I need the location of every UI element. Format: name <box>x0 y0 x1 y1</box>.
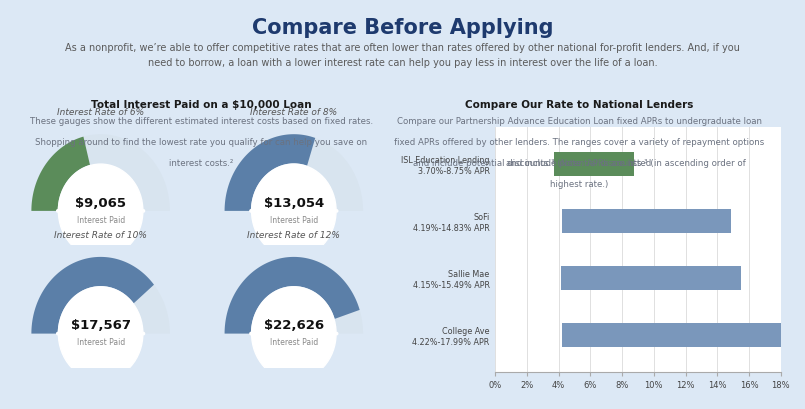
Bar <box>562 323 781 347</box>
Text: highest rate.): highest rate.) <box>551 180 609 189</box>
Text: $17,567: $17,567 <box>71 319 130 333</box>
Polygon shape <box>225 257 360 334</box>
Text: need to borrow, a loan with a lower interest rate can help you pay less in inter: need to borrow, a loan with a lower inte… <box>147 58 658 68</box>
Polygon shape <box>31 257 170 334</box>
Circle shape <box>59 164 142 258</box>
Text: Interest Paid: Interest Paid <box>76 216 125 225</box>
Text: Interest Rate of 6%: Interest Rate of 6% <box>57 108 144 117</box>
Text: Compare Our Rate to National Lenders: Compare Our Rate to National Lenders <box>465 100 694 110</box>
Circle shape <box>142 333 145 335</box>
Text: Shopping around to find the lowest rate you qualify for can help you save on: Shopping around to find the lowest rate … <box>35 138 367 147</box>
Polygon shape <box>225 257 363 334</box>
Bar <box>561 266 741 290</box>
Text: $13,054: $13,054 <box>264 197 324 210</box>
Text: interest costs.²: interest costs.² <box>169 159 233 168</box>
Text: and include potential discounts.³ (: and include potential discounts.³ ( <box>506 159 654 168</box>
Circle shape <box>336 333 338 335</box>
Text: and include potential discounts.³ (​Note: APRs are listed in ascending order of: and include potential discounts.³ (​Note… <box>413 159 746 168</box>
Text: Interest Paid: Interest Paid <box>270 216 318 225</box>
Text: Interest Rate of 10%: Interest Rate of 10% <box>54 231 147 240</box>
Circle shape <box>252 164 336 258</box>
Polygon shape <box>225 134 316 211</box>
Circle shape <box>142 210 145 212</box>
Text: Interest Paid: Interest Paid <box>76 338 125 347</box>
Polygon shape <box>31 134 170 211</box>
Text: fixed APRs offered by other lenders. The ranges cover a variety of repayment opt: fixed APRs offered by other lenders. The… <box>394 138 765 147</box>
Circle shape <box>56 210 59 212</box>
Text: These gauges show the different estimated interest costs based on fixed rates.: These gauges show the different estimate… <box>30 117 373 126</box>
Bar <box>554 152 634 176</box>
Polygon shape <box>225 134 363 211</box>
Text: Interest Rate of 12%: Interest Rate of 12% <box>247 231 341 240</box>
Text: $9,065: $9,065 <box>75 197 126 210</box>
Circle shape <box>250 210 252 212</box>
Text: Interest Paid: Interest Paid <box>270 338 318 347</box>
Circle shape <box>336 210 338 212</box>
Bar <box>562 209 730 233</box>
Polygon shape <box>31 137 90 211</box>
Text: Interest Rate of 8%: Interest Rate of 8% <box>250 108 337 117</box>
Circle shape <box>56 333 59 335</box>
Text: Total Interest Paid on a $10,000 Loan: Total Interest Paid on a $10,000 Loan <box>91 100 312 110</box>
Circle shape <box>59 287 142 380</box>
Circle shape <box>250 333 252 335</box>
Text: Compare Before Applying: Compare Before Applying <box>252 18 553 38</box>
Polygon shape <box>31 257 154 334</box>
Text: As a nonprofit, we’re able to offer competitive rates that are often lower than : As a nonprofit, we’re able to offer comp… <box>65 43 740 53</box>
Text: $22,626: $22,626 <box>264 319 324 333</box>
Text: Compare our Partnership Advance Education Loan fixed APRs to undergraduate loan: Compare our Partnership Advance Educatio… <box>397 117 762 126</box>
Circle shape <box>252 287 336 380</box>
